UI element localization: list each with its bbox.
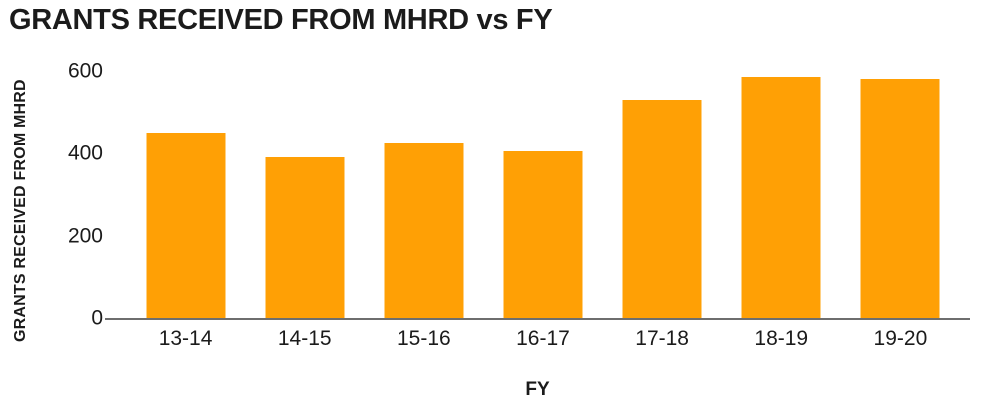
bar-15-16 <box>384 143 464 318</box>
x-axis-title: FY <box>525 379 550 400</box>
y-tick-label-200: 200 <box>67 224 103 248</box>
x-tick-label-13-14: 13-14 <box>158 327 213 350</box>
x-tick-label-17-18: 17-18 <box>635 327 689 350</box>
band-19-20 <box>841 71 960 318</box>
y-axis-ticks: 0 200 400 600 <box>40 61 103 329</box>
x-tick-label-18-19: 18-19 <box>754 327 809 350</box>
bar-group <box>126 71 960 318</box>
x-tick-label-15-16: 15-16 <box>396 327 451 350</box>
bar-19-20 <box>860 79 940 318</box>
x-axis-ticks: 13-14 14-15 15-16 16-17 17-18 18-19 19-20 <box>126 327 960 351</box>
plot-area <box>105 71 970 320</box>
y-axis-title: GRANTS RECEIVED FROM MHRD <box>12 79 29 342</box>
x-tick-label-16-17: 16-17 <box>516 327 570 350</box>
y-tick-label-400: 400 <box>67 141 103 165</box>
bar-17-18 <box>622 99 702 318</box>
x-tick-label-14-15: 14-15 <box>277 327 332 350</box>
x-tick-label-19-20: 19-20 <box>873 327 928 350</box>
band-14-15 <box>245 71 364 318</box>
bar-16-17 <box>503 151 583 318</box>
bar-13-14 <box>146 132 226 318</box>
chart-title: GRANTS RECEIVED FROM MHRD vs FY <box>9 4 553 36</box>
bar-18-19 <box>741 77 821 318</box>
y-tick-label-600: 600 <box>67 59 103 83</box>
y-tick-label-0: 0 <box>91 306 103 330</box>
band-13-14 <box>126 71 245 318</box>
bar-14-15 <box>265 157 345 318</box>
band-17-18 <box>603 71 722 318</box>
band-16-17 <box>483 71 602 318</box>
band-18-19 <box>722 71 841 318</box>
band-15-16 <box>364 71 483 318</box>
